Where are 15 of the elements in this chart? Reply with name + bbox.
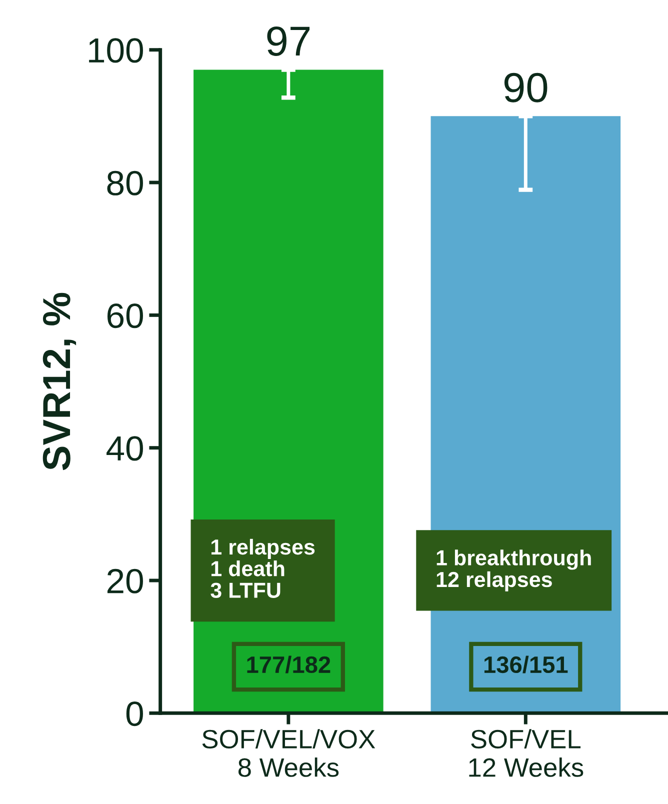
- annotation: 177/182: [247, 656, 330, 674]
- x-tick-label: SOF/VEL 12 Weeks: [469, 729, 584, 777]
- annotation: 1 relapses 1 death 3 LTFU: [210, 538, 315, 598]
- y-tick-label: 20: [107, 568, 143, 594]
- y-tick-label: 40: [106, 436, 143, 461]
- y-tick-label: 0: [126, 701, 143, 726]
- y-tick-label: 100: [89, 38, 143, 63]
- y-tick-label: 60: [107, 304, 143, 328]
- y-tick-label: 80: [107, 170, 143, 196]
- data-label: 97: [267, 26, 310, 56]
- x-tick-label: SOF/VEL/VOX 8 Weeks: [202, 729, 376, 777]
- y-axis-title: SVR12, %: [42, 292, 76, 470]
- data-label: 90: [504, 72, 548, 102]
- annotation: 136/151: [484, 656, 568, 674]
- annotation: 1 breakthrough 12 relapses: [436, 550, 591, 592]
